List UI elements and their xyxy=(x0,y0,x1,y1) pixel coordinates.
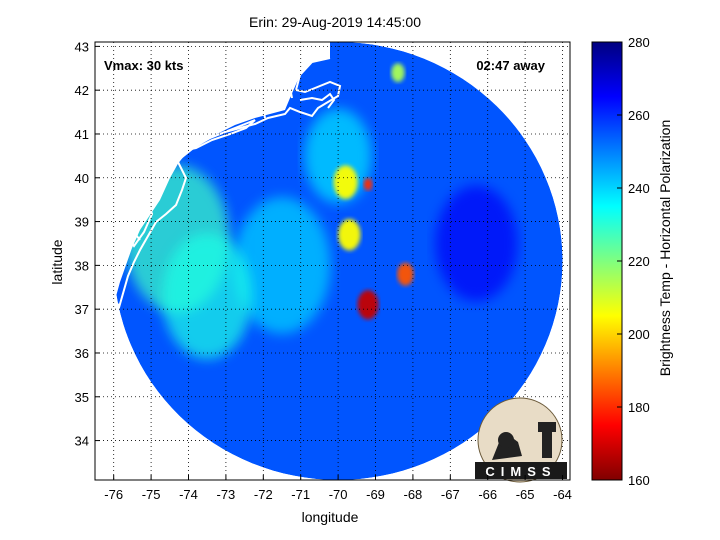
y-tick-label: 41 xyxy=(75,127,89,142)
x-tick-label: -69 xyxy=(366,487,385,502)
plot-frame xyxy=(94,41,571,481)
x-axis-ticks: -76 -75 -74 -73 -72 -71 -70 -69 -68 -67 -66 -65 -64 xyxy=(104,475,572,502)
x-axis-label: longitude xyxy=(302,509,359,525)
cimss-logo-text: CIMSS xyxy=(485,464,556,479)
time-away-annotation: 02:47 away xyxy=(476,58,545,73)
land-mask xyxy=(95,42,330,410)
brightness-feature xyxy=(338,218,361,251)
coastlines-and-borders xyxy=(97,57,342,403)
colorbar-tick-label: 220 xyxy=(628,254,650,269)
y-tick-label: 38 xyxy=(75,258,89,273)
y-tick-label: 39 xyxy=(75,215,89,230)
x-tick-label: -76 xyxy=(104,487,123,502)
brightness-feature xyxy=(397,262,414,286)
brightness-feature xyxy=(333,165,358,199)
brightness-feature xyxy=(233,197,331,334)
colorbar-label: Brightness Temp - Horizontal Polarizatio… xyxy=(657,120,673,377)
cape-cod-coast xyxy=(299,92,336,109)
colorbar-tick-label: 160 xyxy=(628,473,650,488)
y-tick-label: 42 xyxy=(75,83,89,98)
y-tick-label: 35 xyxy=(75,390,89,405)
x-tick-label: -74 xyxy=(179,487,198,502)
chart-title: Erin: 29-Aug-2019 14:45:00 xyxy=(249,14,421,30)
x-tick-label: -75 xyxy=(142,487,161,502)
x-tick-label: -70 xyxy=(329,487,348,502)
x-tick-label: -72 xyxy=(254,487,273,502)
y-tick-label: 40 xyxy=(75,171,89,186)
mainland-land xyxy=(95,42,330,410)
y-tick-label: 43 xyxy=(75,39,89,54)
cimss-logo: CIMSS xyxy=(475,397,567,483)
x-tick-label: -67 xyxy=(441,487,460,502)
y-tick-label: 36 xyxy=(75,346,89,361)
y-axis-label: latitude xyxy=(49,239,65,284)
delmarva-coast xyxy=(122,194,154,248)
brightness-feature xyxy=(363,178,373,191)
colorbar: 160 180 200 220 240 260 280 Brightness Temp - … xyxy=(591,35,673,488)
brightness-feature xyxy=(162,232,253,360)
x-tick-label: -65 xyxy=(516,487,535,502)
y-tick-label: 37 xyxy=(75,302,89,317)
long-island-coast xyxy=(185,119,256,151)
x-tick-label: -71 xyxy=(291,487,310,502)
colorbar-ticks: 160 180 200 220 240 260 280 xyxy=(617,35,650,488)
colorbar-tick-label: 240 xyxy=(628,181,650,196)
plot-area: Vmax: 30 kts 02:47 away CIMSS -76 -75 -74-… xyxy=(75,39,572,502)
x-tick-label: -73 xyxy=(217,487,236,502)
brightness-feature xyxy=(357,290,379,320)
x-tick-label: -68 xyxy=(404,487,423,502)
colorbar-tick-label: 180 xyxy=(628,400,650,415)
colorbar-tick-label: 260 xyxy=(628,108,650,123)
brightness-feature xyxy=(435,185,518,302)
colorbar-tick-label: 200 xyxy=(628,327,650,342)
y-tick-label: 34 xyxy=(75,434,89,449)
x-tick-label: -64 xyxy=(553,487,572,502)
y-axis-ticks: 34 35 36 37 38 39 40 41 42 43 xyxy=(75,39,100,449)
x-tick-label: -66 xyxy=(478,487,497,502)
state-borders xyxy=(99,59,293,306)
brightness-feature xyxy=(391,63,405,83)
colorbar-tick-label: 280 xyxy=(628,35,650,50)
vmax-annotation: Vmax: 30 kts xyxy=(104,58,184,73)
chesapeake-coast xyxy=(97,209,120,311)
coastline-northeast xyxy=(97,57,342,403)
